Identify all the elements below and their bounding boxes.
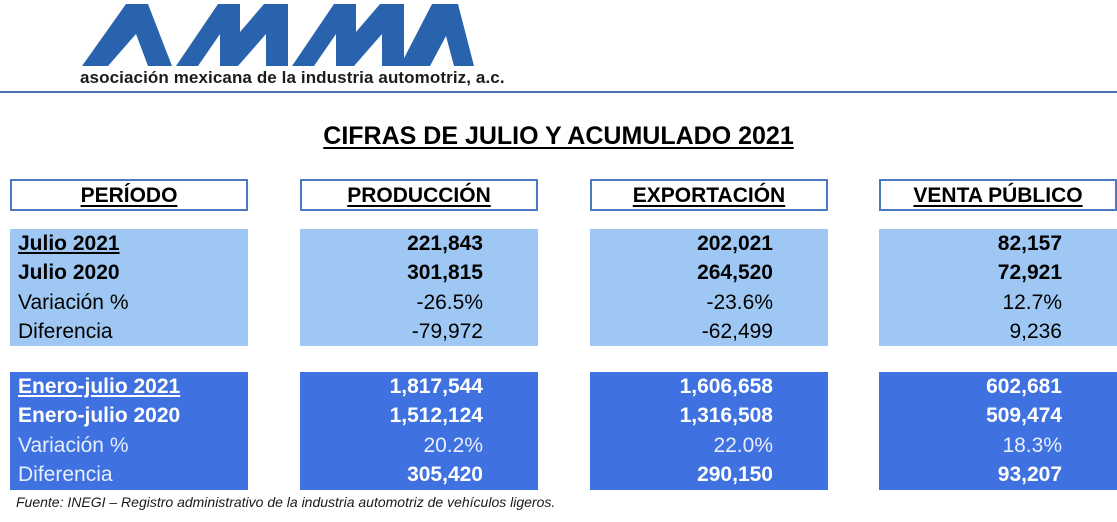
value-cell: 290,150 bbox=[697, 462, 773, 486]
value-cell: 264,520 bbox=[697, 261, 773, 285]
value-cell: 602,681 bbox=[986, 375, 1062, 398]
value-cell: 1,817,544 bbox=[389, 375, 483, 398]
value-cell: 82,157 bbox=[997, 232, 1062, 255]
header-periodo: PERÍODO bbox=[10, 179, 248, 211]
value-cell: 18.3% bbox=[1002, 433, 1062, 457]
value-cell: 72,921 bbox=[997, 261, 1062, 285]
header-exportacion: EXPORTACIÓN bbox=[590, 179, 828, 211]
monthly-labels: Julio 2021 Julio 2020 Variación % Difere… bbox=[10, 229, 248, 346]
source-note: Fuente: INEGI – Registro administrativo … bbox=[16, 494, 556, 510]
value-cell: -26.5% bbox=[416, 290, 483, 314]
value-cell: -23.6% bbox=[706, 290, 773, 314]
value-cell: 12.7% bbox=[1002, 290, 1062, 314]
cumulative-venta: 602,681 509,474 18.3% 93,207 bbox=[879, 372, 1117, 490]
header-venta-publico: VENTA PÚBLICO bbox=[879, 179, 1117, 211]
value-cell: 9,236 bbox=[1009, 319, 1062, 343]
label-variacion: Variación % bbox=[18, 290, 129, 314]
value-cell: 202,021 bbox=[697, 232, 773, 255]
value-cell: 1,316,508 bbox=[679, 404, 773, 428]
label-julio-2021: Julio 2021 bbox=[18, 232, 120, 255]
value-cell: 221,843 bbox=[407, 232, 483, 255]
value-cell: 20.2% bbox=[423, 433, 483, 457]
value-cell: -79,972 bbox=[411, 319, 483, 343]
label-julio-2020: Julio 2020 bbox=[18, 261, 120, 285]
value-cell: 1,606,658 bbox=[679, 375, 773, 398]
monthly-exportacion: 202,021 264,520 -23.6% -62,499 bbox=[590, 229, 828, 346]
organization-name: asociación mexicana de la industria auto… bbox=[80, 68, 505, 87]
value-cell: 305,420 bbox=[407, 462, 483, 486]
cumulative-labels: Enero-julio 2021 Enero-julio 2020 Variac… bbox=[10, 372, 248, 490]
value-cell: -62,499 bbox=[701, 319, 773, 343]
value-cell: 22.0% bbox=[713, 433, 773, 457]
label-diferencia: Diferencia bbox=[18, 462, 113, 486]
label-variacion: Variación % bbox=[18, 433, 129, 457]
header-divider bbox=[0, 91, 1117, 93]
label-enero-julio-2020: Enero-julio 2020 bbox=[18, 404, 181, 428]
amia-logo bbox=[82, 4, 474, 66]
cumulative-exportacion: 1,606,658 1,316,508 22.0% 290,150 bbox=[590, 372, 828, 490]
monthly-produccion: 221,843 301,815 -26.5% -79,972 bbox=[300, 229, 538, 346]
cumulative-produccion: 1,817,544 1,512,124 20.2% 305,420 bbox=[300, 372, 538, 490]
value-cell: 93,207 bbox=[997, 462, 1062, 486]
value-cell: 301,815 bbox=[407, 261, 483, 285]
value-cell: 1,512,124 bbox=[389, 404, 483, 428]
monthly-venta: 82,157 72,921 12.7% 9,236 bbox=[879, 229, 1117, 346]
value-cell: 509,474 bbox=[986, 404, 1062, 428]
page-title: CIFRAS DE JULIO Y ACUMULADO 2021 bbox=[323, 122, 794, 150]
label-diferencia: Diferencia bbox=[18, 319, 113, 343]
header-produccion: PRODUCCIÓN bbox=[300, 179, 538, 211]
label-enero-julio-2021: Enero-julio 2021 bbox=[18, 375, 181, 398]
